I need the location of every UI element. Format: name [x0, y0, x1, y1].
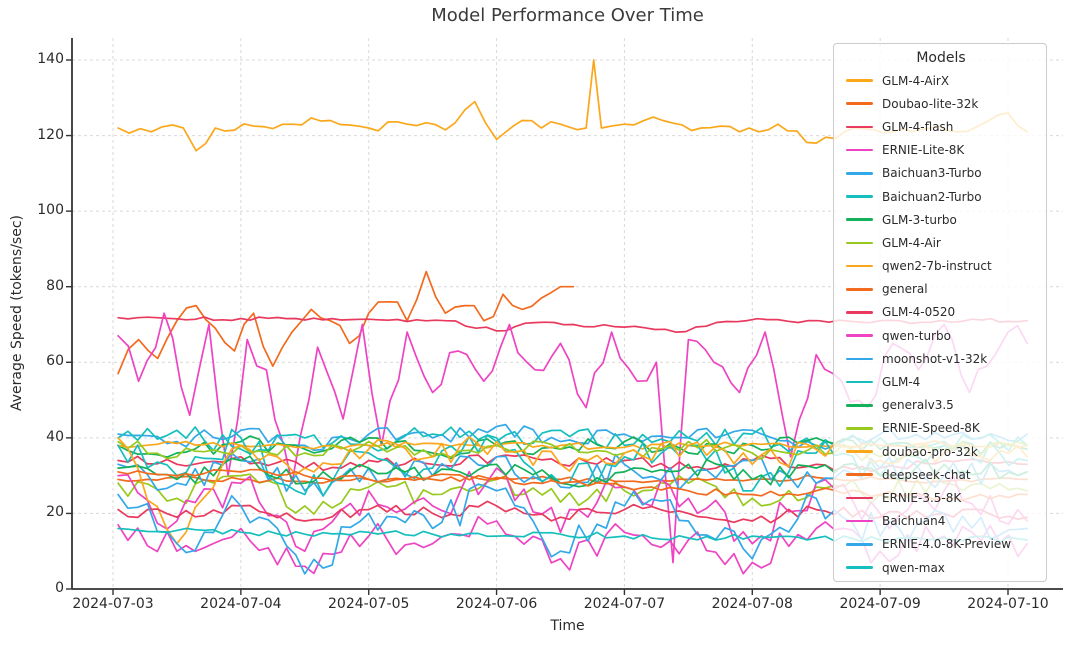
- legend-swatch: [846, 427, 873, 430]
- legend-item: ERNIE-3.5-8K: [842, 486, 1040, 509]
- legend-item-label: ERNIE-4.0-8K-Preview: [882, 537, 1012, 552]
- legend-item: GLM-3-turbo: [842, 208, 1040, 231]
- x-tick-label: 2024-07-06: [455, 596, 538, 612]
- x-tick-label: 2024-07-07: [583, 596, 666, 612]
- legend-item-label: ERNIE-Lite-8K: [882, 143, 965, 158]
- legend-item: qwen2-7b-instruct: [842, 255, 1040, 278]
- legend-item-label: GLM-3-turbo: [882, 212, 957, 227]
- legend-swatch: [846, 519, 873, 523]
- y-tick-label: 60: [46, 353, 64, 370]
- legend-item: ERNIE-4.0-8K-Preview: [842, 533, 1040, 556]
- legend-item: doubao-pro-32k: [842, 440, 1040, 463]
- x-tick-label: 2024-07-04: [200, 596, 282, 612]
- legend-swatch: [846, 450, 873, 453]
- legend-swatch: [846, 148, 873, 152]
- legend-item-label: qwen2-7b-instruct: [882, 259, 992, 274]
- legend-items: GLM-4-AirX Doubao-lite-32k GLM-4-flash ERNI…: [842, 69, 1040, 579]
- legend-item: Baichuan3-Turbo: [842, 162, 1040, 185]
- legend-item-label: GLM-4-0520: [882, 305, 956, 320]
- y-tick-label: 140: [37, 51, 64, 67]
- legend-swatch: [846, 473, 873, 477]
- legend-swatch: [846, 403, 873, 407]
- legend-swatch: [846, 566, 873, 569]
- legend-item: Doubao-lite-32k: [842, 92, 1040, 115]
- legend-item: GLM-4-AirX: [842, 69, 1040, 92]
- legend-item-label: general: [882, 282, 928, 297]
- legend-swatch: [846, 172, 873, 175]
- legend-item-label: Baichuan2-Turbo: [882, 189, 982, 204]
- legend-item-label: GLM-4-AirX: [882, 73, 950, 88]
- legend-item: GLM-4-flash: [842, 115, 1040, 138]
- legend-swatch: [846, 496, 873, 500]
- x-tick-label: 2024-07-05: [328, 596, 410, 612]
- legend-item: ERNIE-Speed-8K: [842, 417, 1040, 440]
- legend-swatch: [846, 102, 873, 106]
- legend-item-label: Baichuan3-Turbo: [882, 166, 982, 181]
- legend-item-label: ERNIE-3.5-8K: [882, 490, 962, 505]
- legend-swatch: [846, 311, 873, 314]
- legend-item-label: deepseek-chat: [882, 467, 971, 482]
- legend-item-label: generalv3.5: [882, 398, 954, 413]
- legend-title: Models: [916, 50, 966, 66]
- legend-swatch: [846, 195, 873, 198]
- legend-item: Baichuan2-Turbo: [842, 185, 1040, 208]
- x-tick-label: 2024-07-10: [967, 596, 1049, 612]
- legend-swatch: [846, 357, 873, 361]
- y-tick-label: 40: [46, 428, 64, 445]
- legend-item: qwen-max: [842, 556, 1040, 579]
- legend-item: GLM-4: [842, 370, 1040, 393]
- legend-item: general: [842, 278, 1040, 301]
- legend-item-label: GLM-4: [882, 375, 921, 390]
- chart-title: Model Performance Over Time: [431, 5, 704, 26]
- y-tick-label: 0: [55, 580, 64, 596]
- y-tick-label: 20: [46, 504, 64, 521]
- legend-item-label: moonshot-v1-32k: [882, 351, 988, 366]
- legend-item-label: doubao-pro-32k: [882, 444, 978, 459]
- legend-item-label: Doubao-lite-32k: [882, 96, 979, 111]
- legend-swatch: [846, 334, 873, 337]
- legend-item: ERNIE-Lite-8K: [842, 139, 1040, 162]
- legend-swatch: [846, 218, 873, 222]
- legend-item: GLM-4-Air: [842, 231, 1040, 254]
- series-line-doubao-lite-32k: [117, 270, 575, 375]
- x-tick-label: 2024-07-08: [711, 596, 793, 612]
- x-tick-label: 2024-07-09: [839, 596, 921, 612]
- legend-item: GLM-4-0520: [842, 301, 1040, 324]
- legend-swatch: [846, 79, 873, 82]
- y-tick-label: 120: [37, 126, 64, 143]
- legend-item: generalv3.5: [842, 394, 1040, 417]
- y-tick-label: 100: [37, 202, 64, 219]
- legend-swatch: [846, 264, 873, 268]
- legend-item-label: Baichuan4: [882, 514, 946, 529]
- x-tick-label: 2024-07-03: [72, 596, 154, 612]
- legend-item-label: qwen-turbo: [882, 328, 951, 343]
- legend-item-label: ERNIE-Speed-8K: [882, 421, 980, 436]
- legend-swatch: [846, 287, 873, 291]
- legend: Models GLM-4-AirX Doubao-lite-32k GLM-4-fl…: [833, 43, 1047, 582]
- legend-swatch: [846, 125, 873, 129]
- y-tick-label: 80: [46, 277, 64, 294]
- legend-item: deepseek-chat: [842, 463, 1040, 486]
- legend-item: Baichuan4: [842, 510, 1040, 533]
- legend-item-label: qwen-max: [882, 560, 945, 575]
- legend-swatch: [846, 543, 873, 546]
- legend-item-label: GLM-4-Air: [882, 235, 941, 250]
- legend-swatch: [846, 380, 873, 384]
- legend-item-label: GLM-4-flash: [882, 119, 954, 134]
- legend-swatch: [846, 241, 873, 245]
- legend-item: moonshot-v1-32k: [842, 347, 1040, 370]
- legend-item: qwen-turbo: [842, 324, 1040, 347]
- x-axis-label: Time: [550, 618, 585, 634]
